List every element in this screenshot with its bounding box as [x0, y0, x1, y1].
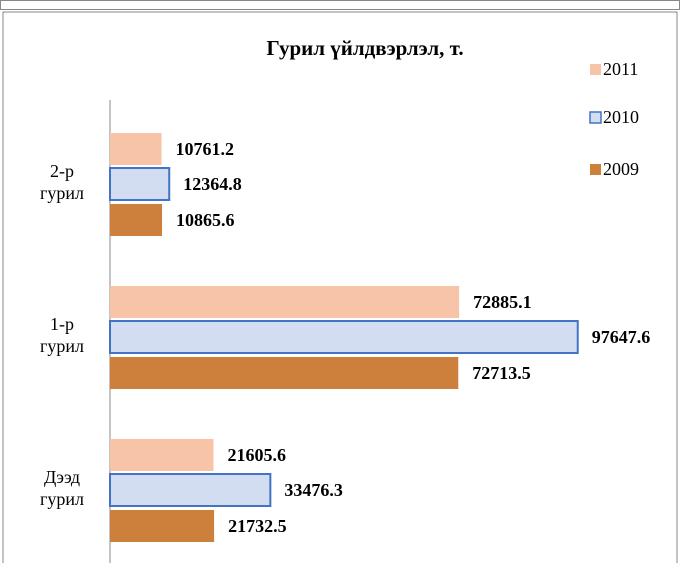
bar [110, 286, 460, 318]
y-tick-label-line: 1-р [50, 314, 74, 334]
legend-label: 2009 [603, 159, 639, 179]
bar [110, 510, 215, 542]
y-tick-label-line: Дээд [44, 467, 80, 487]
data-label: 10761.2 [176, 139, 235, 159]
bar [109, 167, 171, 201]
data-label: 72713.5 [472, 363, 531, 383]
bar [110, 439, 214, 471]
data-label: 10865.6 [176, 210, 235, 230]
legend-label: 2011 [603, 59, 638, 79]
legend-swatch [590, 164, 601, 175]
chart-title: Гурил үйлдвэрлэл, т. [266, 36, 463, 60]
y-tick-label: Дээд гурил [40, 467, 84, 509]
legend-swatch [589, 111, 602, 124]
data-label: 72885.1 [473, 292, 532, 312]
data-label: 21732.5 [228, 516, 287, 536]
y-tick-label-line: гурил [40, 183, 84, 203]
top-frame [0, 0, 680, 10]
y-tick-label-line: гурил [40, 489, 84, 509]
data-label: 21605.6 [227, 445, 286, 465]
bar [110, 357, 459, 389]
data-label: 12364.8 [183, 174, 242, 194]
bar [110, 204, 163, 236]
legend-swatch [590, 64, 601, 75]
y-tick-label-line: 2-р [50, 161, 74, 181]
data-label: 33476.3 [284, 480, 343, 500]
y-tick-label: 2-р гурил [40, 161, 84, 203]
data-label: 97647.6 [592, 327, 651, 347]
bar [109, 320, 579, 354]
bar [109, 473, 272, 507]
legend-label: 2010 [603, 107, 639, 127]
y-tick-label: 1-р гурил [40, 314, 84, 356]
bar [110, 133, 162, 165]
y-tick-label-line: гурил [40, 336, 84, 356]
